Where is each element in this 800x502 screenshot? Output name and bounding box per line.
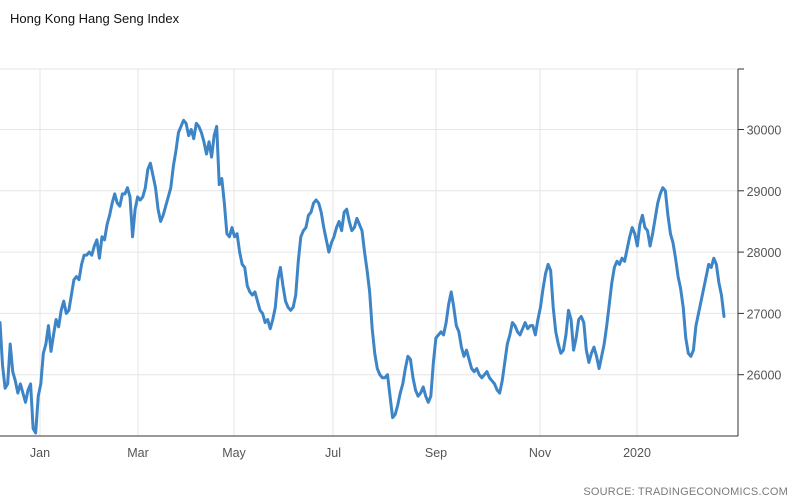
x-tick-label: Jul bbox=[325, 446, 341, 460]
chart-title: Hong Kong Hang Seng Index bbox=[10, 11, 180, 26]
x-tick-label: Jan bbox=[30, 446, 50, 460]
axes bbox=[0, 68, 744, 437]
x-tick-label: May bbox=[222, 446, 246, 460]
y-tick-label: 30000 bbox=[747, 124, 782, 138]
gridlines bbox=[0, 68, 738, 436]
y-axis-labels: 26000 27000 28000 29000 30000 bbox=[747, 124, 782, 383]
y-tick-label: 27000 bbox=[747, 307, 782, 321]
x-tick-label: Mar bbox=[127, 446, 149, 460]
x-axis-labels: Jan Mar May Jul Sep Nov 2020 bbox=[30, 446, 651, 460]
x-tick-label: Nov bbox=[529, 446, 552, 460]
chart-source: SOURCE: TRADINGECONOMICS.COM bbox=[583, 486, 788, 498]
y-tick-label: 28000 bbox=[747, 246, 782, 260]
x-tick-label: Sep bbox=[425, 446, 447, 460]
y-tick-label: 29000 bbox=[747, 185, 782, 199]
series-line bbox=[0, 118, 726, 435]
x-tick-label: 2020 bbox=[623, 446, 651, 460]
y-tick-label: 26000 bbox=[747, 369, 782, 383]
